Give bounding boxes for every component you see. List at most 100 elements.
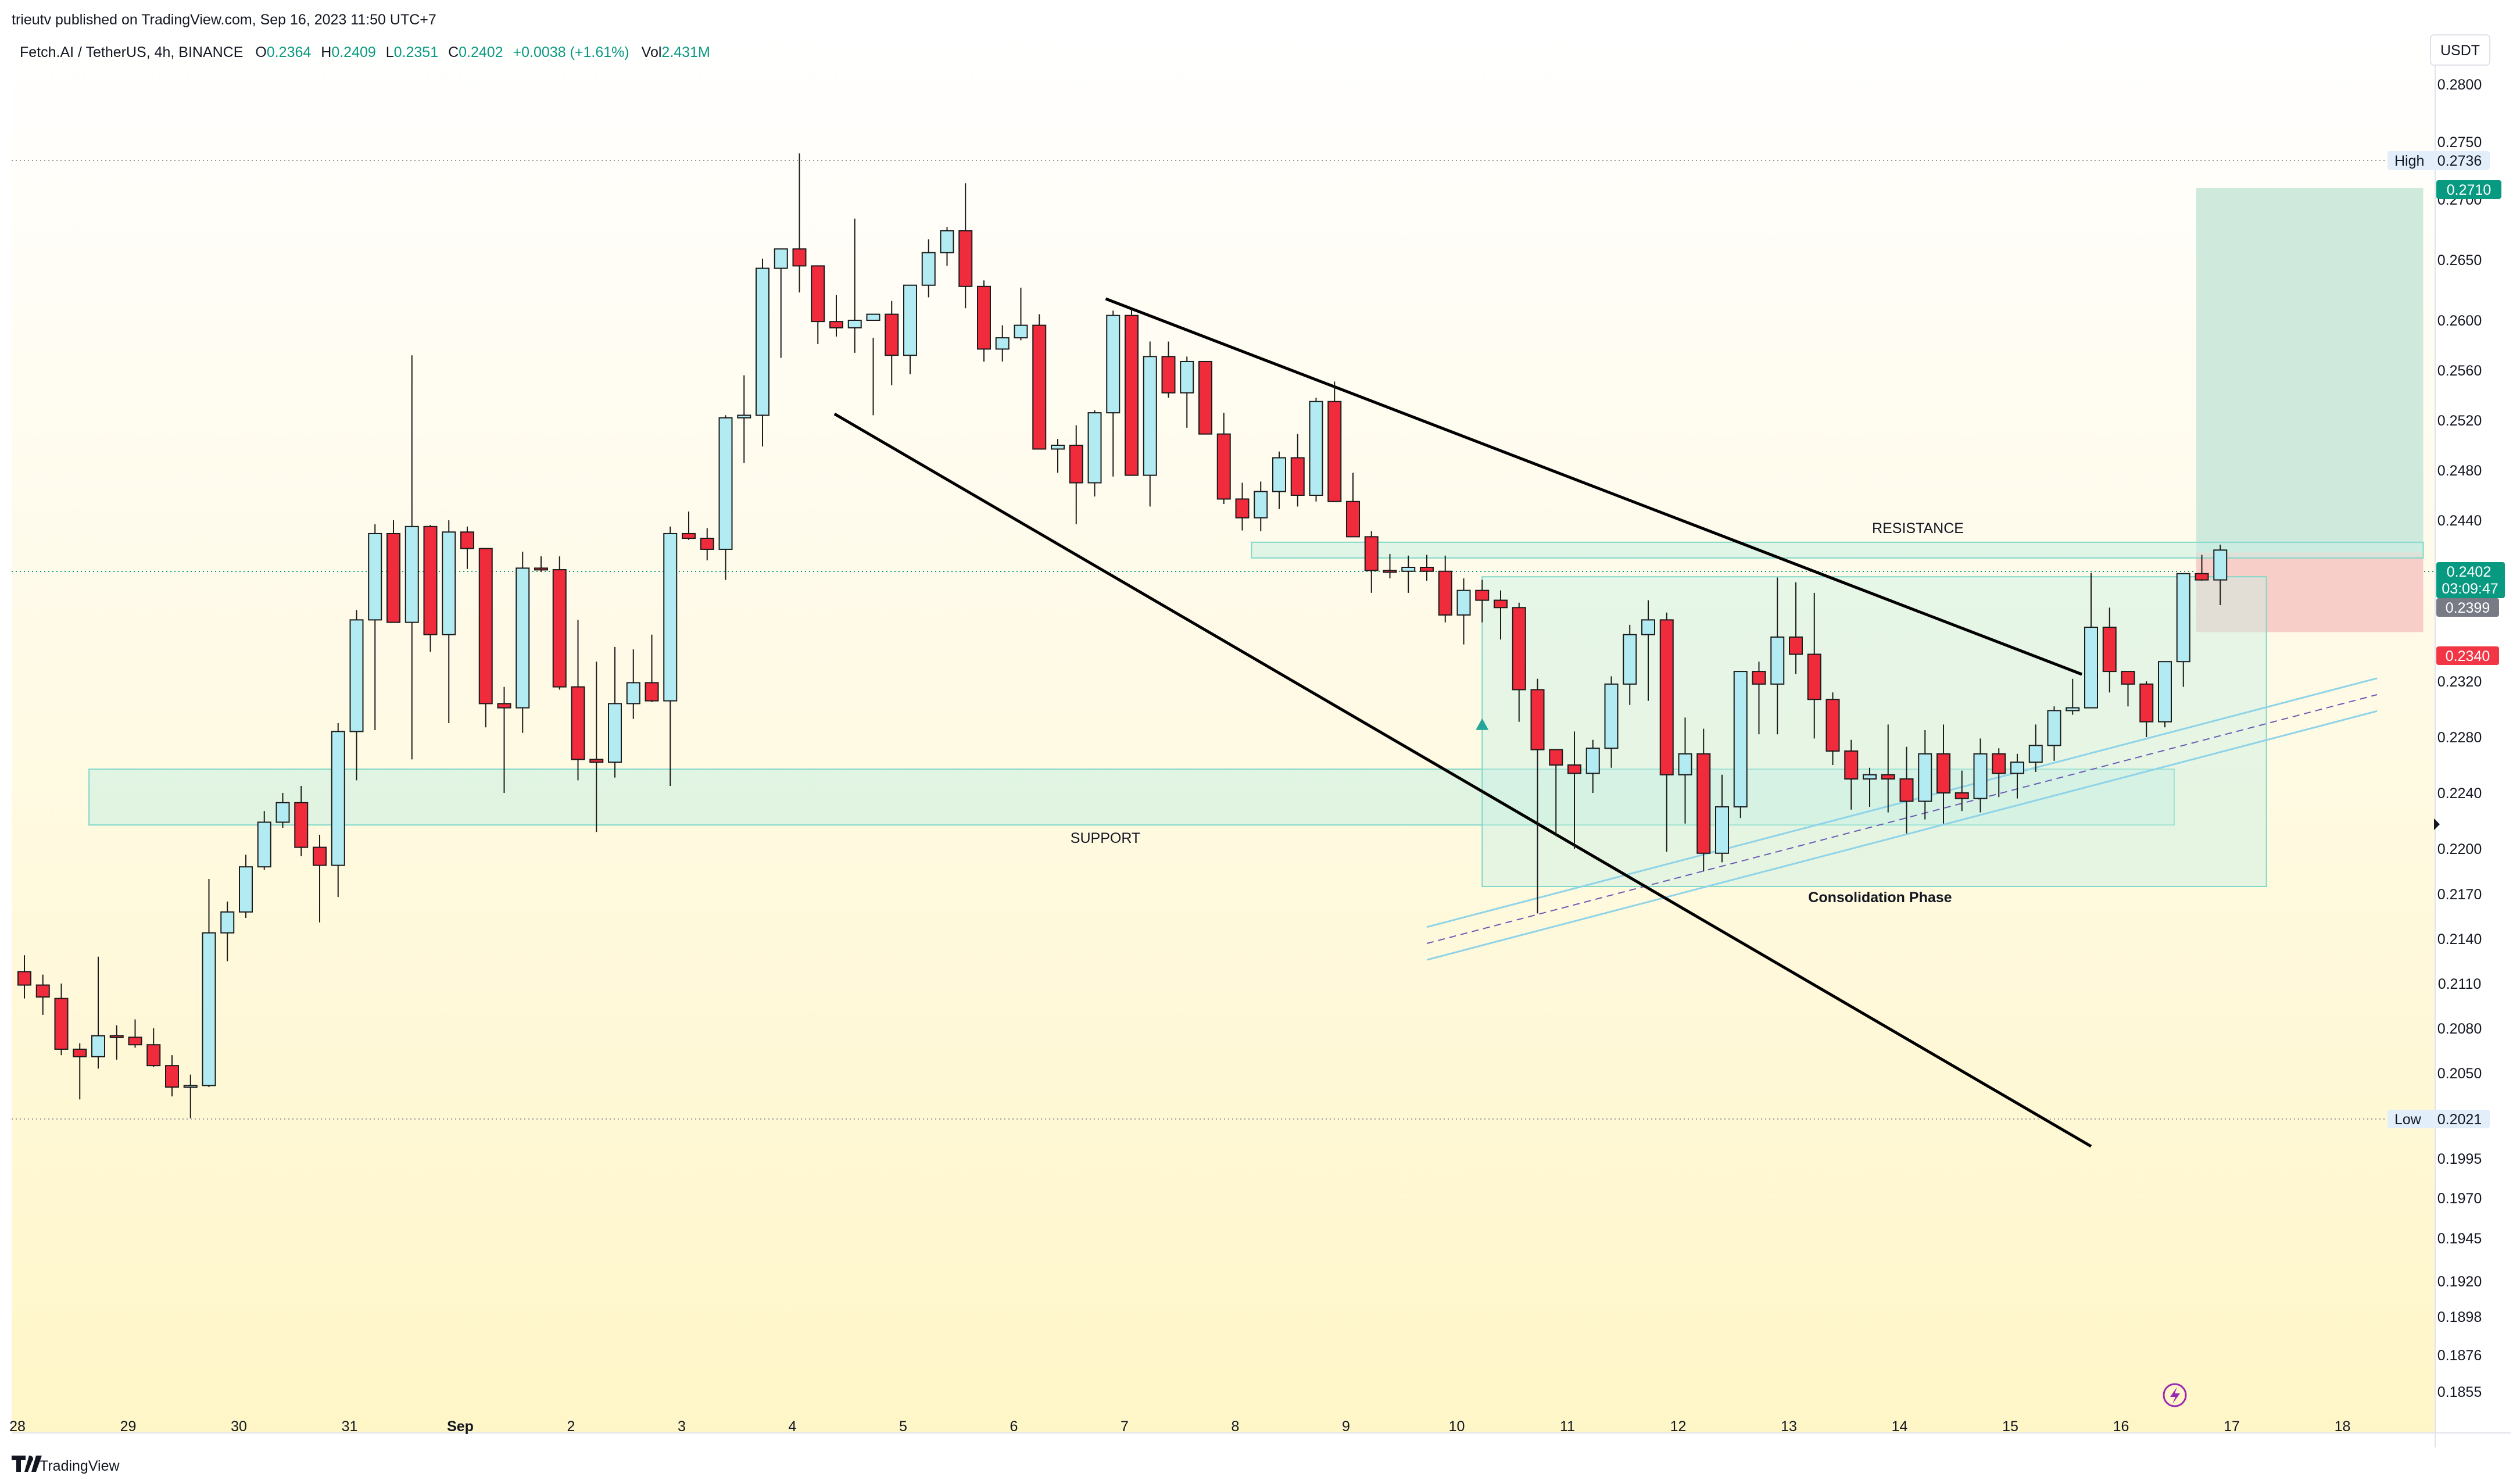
candle[interactable] <box>552 556 567 690</box>
candle[interactable] <box>663 526 678 786</box>
candle[interactable] <box>1254 481 1268 531</box>
candle[interactable] <box>718 415 733 580</box>
candle[interactable] <box>811 265 825 344</box>
candle[interactable] <box>737 375 751 463</box>
candle[interactable] <box>202 879 216 1088</box>
candle[interactable] <box>995 325 1010 362</box>
candle[interactable] <box>1733 671 1748 818</box>
candle[interactable] <box>1530 678 1545 914</box>
candle[interactable] <box>921 239 936 298</box>
candle[interactable] <box>1069 425 1083 524</box>
candle[interactable] <box>1623 624 1637 705</box>
candle[interactable] <box>146 1028 161 1067</box>
candle[interactable] <box>1216 413 1231 505</box>
candle[interactable] <box>405 355 419 760</box>
candle[interactable] <box>1383 554 1397 578</box>
candle[interactable] <box>1715 774 1729 863</box>
candle[interactable] <box>54 984 69 1056</box>
candle[interactable] <box>792 153 807 293</box>
candle[interactable] <box>239 855 253 918</box>
candle[interactable] <box>368 524 382 730</box>
channel-mid-line[interactable] <box>1426 694 2378 944</box>
zone-resistance[interactable] <box>1251 541 2424 559</box>
candle[interactable] <box>1235 482 1250 531</box>
candle[interactable] <box>534 556 548 573</box>
candle[interactable] <box>516 552 530 733</box>
candle[interactable] <box>35 974 50 1015</box>
candle[interactable] <box>275 793 290 828</box>
candle[interactable] <box>1881 724 1895 813</box>
candle[interactable] <box>73 1043 87 1100</box>
triangle-up-marker-icon[interactable] <box>1476 718 1489 730</box>
candle[interactable] <box>774 248 788 358</box>
candle[interactable] <box>2158 661 2172 728</box>
candle[interactable] <box>1143 341 1157 507</box>
candle[interactable] <box>2139 681 2154 737</box>
candle[interactable] <box>1992 748 2006 798</box>
candle[interactable] <box>1272 451 1286 509</box>
candle[interactable] <box>1161 341 1176 398</box>
candle[interactable] <box>2102 607 2117 693</box>
candle[interactable] <box>958 183 973 309</box>
candle[interactable] <box>1512 602 1526 722</box>
candle[interactable] <box>847 219 862 353</box>
candle[interactable] <box>1567 731 1581 849</box>
zone-support[interactable] <box>88 768 2175 826</box>
lightning-icon[interactable] <box>2163 1383 2187 1407</box>
candle[interactable] <box>1456 578 1471 645</box>
candle[interactable] <box>1549 749 1563 836</box>
position-stop-area[interactable] <box>2196 552 2424 632</box>
candle[interactable] <box>165 1055 179 1097</box>
candle[interactable] <box>829 295 843 337</box>
candle[interactable] <box>2047 706 2061 761</box>
candle[interactable] <box>220 901 235 961</box>
candle[interactable] <box>1198 360 1212 435</box>
trendline-lower[interactable] <box>833 412 2092 1148</box>
candle[interactable] <box>1346 473 1360 538</box>
candle[interactable] <box>1290 434 1305 507</box>
candle[interactable] <box>2066 678 2080 715</box>
candle[interactable] <box>1032 314 1047 450</box>
candle[interactable] <box>1051 439 1065 473</box>
candle[interactable] <box>183 1074 198 1118</box>
candle[interactable] <box>1696 728 1711 871</box>
candle[interactable] <box>128 1019 142 1048</box>
candle[interactable] <box>1585 739 1600 793</box>
candle[interactable] <box>478 548 493 728</box>
candle[interactable] <box>1401 555 1416 593</box>
candle[interactable] <box>1678 717 1692 824</box>
candle[interactable] <box>1641 600 1655 701</box>
candle[interactable] <box>1659 612 1674 852</box>
candle[interactable] <box>1955 770 1969 812</box>
candle[interactable] <box>1899 746 1914 834</box>
candle[interactable] <box>1420 555 1434 581</box>
candle[interactable] <box>1604 676 1619 768</box>
candle[interactable] <box>313 835 327 923</box>
candle[interactable] <box>1438 555 1452 623</box>
zone-consolidation-phase[interactable] <box>1481 576 2267 887</box>
trendline-upper[interactable] <box>1105 297 2083 676</box>
candle[interactable] <box>1125 309 1139 476</box>
candle[interactable] <box>903 284 917 374</box>
candle[interactable] <box>700 528 714 560</box>
candle[interactable] <box>626 649 640 719</box>
candle[interactable] <box>608 646 622 778</box>
candle[interactable] <box>2010 753 2024 799</box>
candle[interactable] <box>460 526 474 569</box>
candle[interactable] <box>2028 724 2043 772</box>
candle[interactable] <box>1825 692 1840 765</box>
candle[interactable] <box>109 1025 124 1060</box>
position-target-area[interactable] <box>2196 188 2424 553</box>
candle[interactable] <box>1087 410 1102 497</box>
candle[interactable] <box>1863 767 1877 807</box>
candle[interactable] <box>1309 398 1323 502</box>
candle[interactable] <box>17 955 31 999</box>
candle[interactable] <box>1106 310 1121 477</box>
candle[interactable] <box>442 520 456 723</box>
candle[interactable] <box>1807 592 1821 739</box>
candle[interactable] <box>645 634 659 702</box>
candle[interactable] <box>1180 356 1194 428</box>
candle[interactable] <box>756 258 769 447</box>
candle[interactable] <box>423 525 438 652</box>
